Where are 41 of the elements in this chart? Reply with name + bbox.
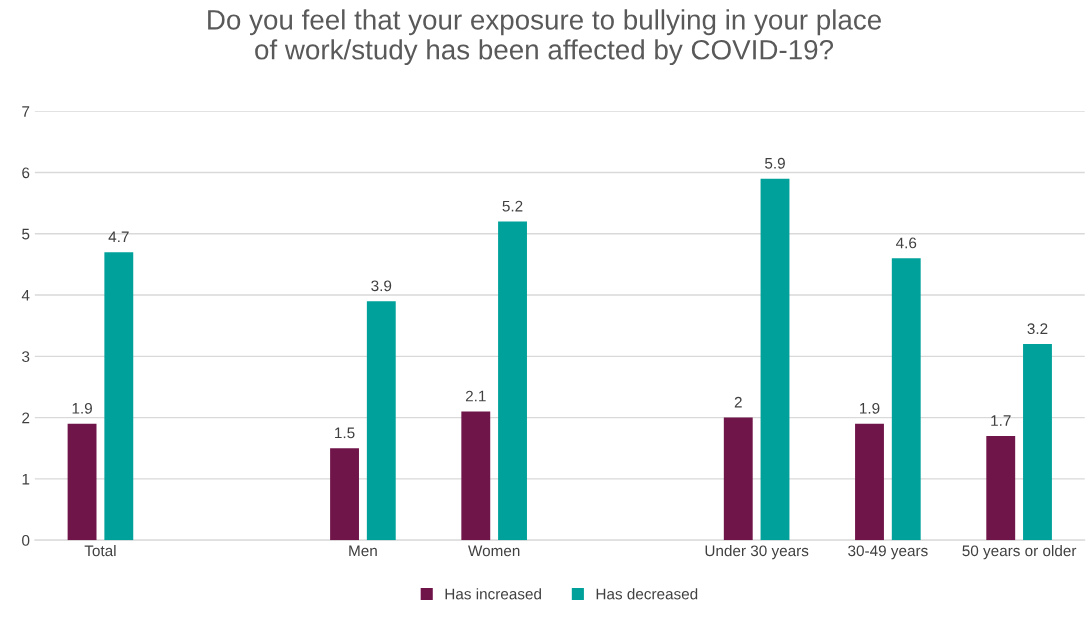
bar (760, 178, 790, 541)
data-label: 3.2 (1027, 323, 1048, 335)
y-tick-label: 4 (21, 290, 30, 301)
y-tick-label: 1 (22, 473, 30, 485)
data-label: 5.2 (502, 200, 523, 212)
y-tick-label: 5 (22, 228, 30, 240)
bar (330, 448, 359, 541)
chart-title: Do you feel that your exposure to bullying in your place of work/study has been affected by COVID-19? (208, 9, 881, 66)
y-tick-label: 6 (22, 167, 30, 179)
data-label: 1.9 (72, 402, 92, 414)
x-tick-label: 50 years or older (962, 544, 1077, 560)
bar (855, 423, 884, 541)
bar (366, 301, 396, 541)
x-tick-label: Under 30 years (705, 544, 809, 560)
y-tick-label: 2 (22, 412, 30, 424)
data-label: 3.9 (371, 280, 392, 292)
bar (461, 411, 491, 541)
bar (104, 252, 134, 541)
data-label: 2 (734, 396, 742, 408)
data-label: 1.7 (991, 415, 1011, 426)
legend-label: Has decreased (596, 588, 698, 600)
bar (67, 423, 97, 541)
data-label: 5.9 (765, 157, 785, 169)
x-tick-label: 30-49 years (848, 545, 928, 560)
bar (986, 435, 1016, 541)
bar (498, 221, 527, 541)
x-tick-label: Total (84, 544, 116, 557)
y-tick-label: 7 (22, 106, 30, 117)
data-label: 4.6 (895, 237, 917, 249)
data-label: 1.9 (860, 402, 880, 414)
legend-label: Has increased (445, 588, 541, 600)
x-tick-label: Men (349, 545, 377, 557)
y-tick-label: 3 (22, 351, 30, 363)
data-label: 1.5 (335, 427, 355, 439)
x-tick-label: Women (468, 545, 520, 557)
data-label: 4.7 (108, 231, 129, 243)
bar (723, 417, 753, 541)
y-tick-label: 0 (22, 535, 30, 546)
data-label: 2.1 (465, 390, 486, 402)
bar (891, 258, 921, 541)
bar (1023, 344, 1052, 541)
